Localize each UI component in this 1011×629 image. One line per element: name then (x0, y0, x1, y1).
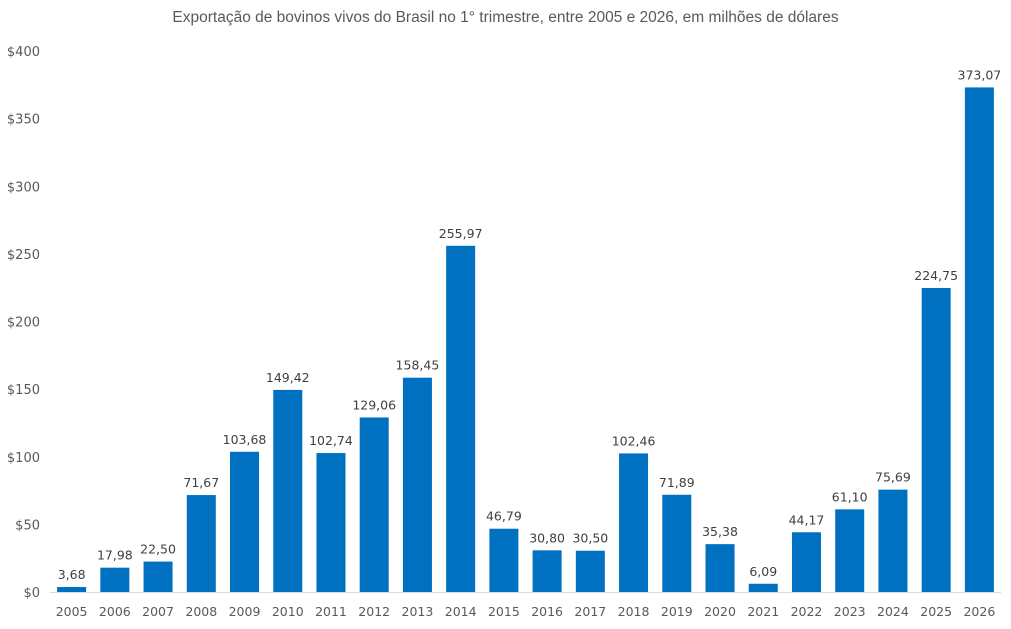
data-label-2016: 30,80 (529, 530, 565, 545)
data-label-2013: 158,45 (396, 358, 440, 373)
data-label-2011: 102,74 (309, 433, 353, 448)
x-tick-label: 2009 (229, 604, 261, 619)
y-tick-label: $0 (23, 586, 40, 601)
x-tick-label: 2019 (661, 604, 693, 619)
x-tick-label: 2015 (488, 604, 520, 619)
data-label-2020: 35,38 (702, 524, 738, 539)
x-tick-label: 2011 (315, 604, 347, 619)
data-label-2022: 44,17 (789, 512, 825, 527)
data-label-2008: 71,67 (183, 475, 219, 490)
y-tick-label: $350 (7, 113, 40, 128)
x-axis: 2005 2006 2007 2008 2009 2010 2011 2012 2013 2014… (56, 604, 996, 619)
data-label-2006: 17,98 (97, 548, 133, 563)
bar-2018 (619, 453, 649, 592)
data-label-2005: 3,68 (58, 567, 86, 582)
data-label-2007: 22,50 (140, 542, 176, 557)
bar-2012 (359, 417, 389, 592)
x-tick-label: 2020 (704, 604, 736, 619)
x-tick-label: 2010 (272, 604, 304, 619)
bar-2013 (402, 377, 432, 592)
x-tick-label: 2026 (963, 604, 995, 619)
x-tick-label: 2021 (747, 604, 779, 619)
y-tick-label: $400 (7, 45, 40, 60)
bar-2005 (57, 587, 87, 592)
data-label-2023: 61,10 (832, 489, 868, 504)
data-label-2018: 102,46 (612, 433, 656, 448)
bar-2010 (273, 389, 303, 592)
bar-2015 (489, 528, 519, 592)
data-label-2019: 71,89 (659, 475, 695, 490)
x-tick-label: 2025 (920, 604, 952, 619)
y-axis: $0 $50 $100 $150 $200 $250 $300 $350 $400 (7, 45, 40, 601)
y-tick-label: $50 (15, 518, 40, 533)
x-tick-label: 2007 (142, 604, 174, 619)
x-tick-label: 2006 (99, 604, 131, 619)
bar-2020 (705, 544, 735, 592)
bar-2019 (662, 494, 692, 592)
data-label-2024: 75,69 (875, 470, 911, 485)
data-label-2010: 149,42 (266, 370, 310, 385)
y-tick-label: $150 (7, 383, 40, 398)
bar-2011 (316, 453, 346, 592)
x-tick-label: 2016 (531, 604, 563, 619)
x-tick-label: 2012 (358, 604, 390, 619)
data-label-2021: 6,09 (749, 564, 777, 579)
y-tick-label: $300 (7, 180, 40, 195)
bar-2025 (921, 288, 951, 592)
bar-2006 (100, 567, 130, 592)
x-tick-label: 2018 (618, 604, 650, 619)
bar-2014 (446, 245, 476, 592)
data-label-2015: 46,79 (486, 509, 522, 524)
chart-title: Exportação de bovinos vivos do Brasil no… (172, 9, 839, 26)
bar-2024 (878, 489, 908, 592)
bar-2009 (230, 451, 260, 592)
bars (57, 87, 994, 593)
data-label-2014: 255,97 (439, 226, 483, 241)
y-tick-label: $250 (7, 248, 40, 263)
y-tick-label: $200 (7, 316, 40, 331)
data-label-2009: 103,68 (223, 432, 267, 447)
x-tick-label: 2023 (834, 604, 866, 619)
bar-2022 (791, 532, 821, 592)
x-tick-label: 2022 (791, 604, 823, 619)
data-labels: 3,68 17,98 22,50 71,67 103,68 149,42 102,74 129… (58, 67, 1002, 582)
bar-2023 (835, 509, 865, 592)
y-tick-label: $100 (7, 451, 40, 466)
data-label-2026: 373,07 (958, 67, 1002, 82)
bar-2021 (748, 583, 778, 592)
x-tick-label: 2013 (402, 604, 434, 619)
bar-2007 (143, 561, 173, 592)
x-tick-label: 2005 (56, 604, 88, 619)
x-tick-label: 2008 (185, 604, 217, 619)
data-label-2017: 30,50 (572, 531, 608, 546)
bar-2008 (186, 495, 216, 592)
data-label-2012: 129,06 (352, 397, 396, 412)
bar-2017 (575, 550, 605, 592)
x-tick-label: 2017 (574, 604, 606, 619)
data-label-2025: 224,75 (914, 268, 958, 283)
x-tick-label: 2024 (877, 604, 909, 619)
bar-2016 (532, 550, 562, 592)
bar-2026 (964, 87, 994, 593)
x-tick-label: 2014 (445, 604, 477, 619)
